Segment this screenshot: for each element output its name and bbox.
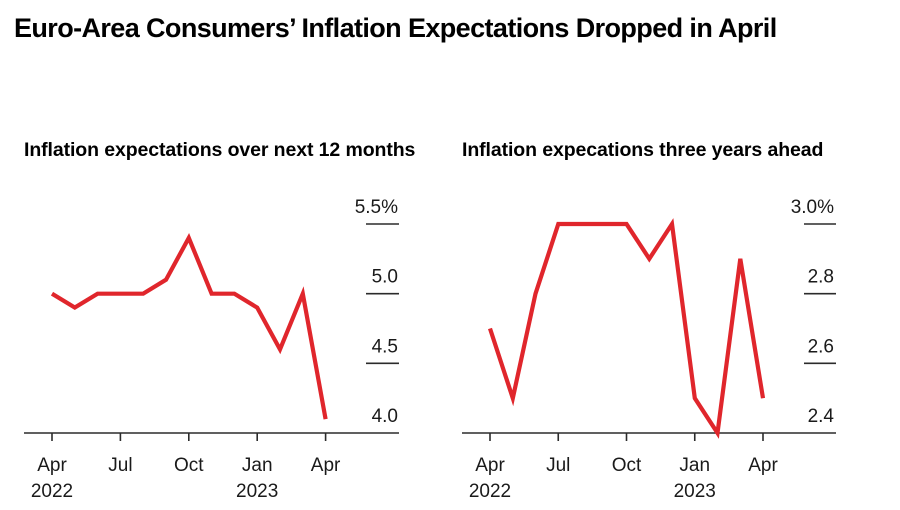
x-tick-label: Apr (311, 455, 341, 476)
y-tick-label: 4.5 (372, 336, 398, 357)
x-tick-label: Oct (174, 455, 204, 476)
x-tick-year-label: 2022 (31, 481, 73, 502)
x-tick-label: Apr (37, 455, 67, 476)
chart-title-12-months: Inflation expectations over next 12 mont… (24, 139, 416, 161)
y-tick-label: 4.0 (372, 406, 398, 427)
chart-title-three-years: Inflation expecations three years ahead (462, 139, 824, 161)
x-tick-label: Jan (242, 455, 273, 476)
series-line (50, 233, 328, 420)
page-title: Euro-Area Consumers’ Inflation Expectati… (14, 13, 777, 43)
y-tick-label: 5.0 (372, 267, 398, 288)
y-tick-label: 5.5% (355, 197, 398, 218)
x-tick-label: Jul (108, 455, 132, 476)
x-tick-year-label: 2023 (236, 481, 278, 502)
